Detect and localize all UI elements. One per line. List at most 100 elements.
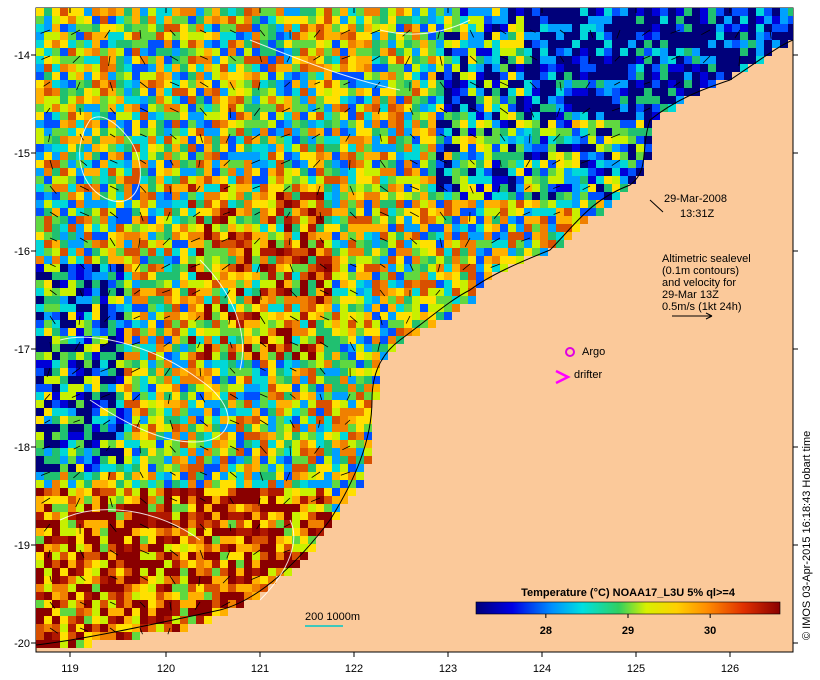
sst-cell <box>188 248 196 256</box>
sst-cell <box>156 528 164 536</box>
sst-cell <box>500 176 508 184</box>
sst-cell <box>276 400 284 408</box>
sst-cell <box>252 120 260 128</box>
sst-cell <box>132 216 140 224</box>
sst-cell <box>452 304 460 312</box>
sst-cell <box>388 256 396 264</box>
sst-cell <box>220 112 228 120</box>
sst-cell <box>244 424 252 432</box>
sst-cell <box>236 416 244 424</box>
sst-cell <box>244 176 252 184</box>
sst-cell <box>556 200 564 208</box>
sst-cell <box>364 400 372 408</box>
sst-cell <box>244 152 252 160</box>
sst-cell <box>252 144 260 152</box>
sst-cell <box>396 192 404 200</box>
sst-cell <box>68 536 76 544</box>
sst-cell <box>564 152 572 160</box>
velocity-arrow <box>349 237 357 242</box>
sst-cell <box>300 208 308 216</box>
sst-cell <box>340 320 348 328</box>
sst-cell <box>380 208 388 216</box>
sst-cell <box>620 32 628 40</box>
sst-cell <box>260 320 268 328</box>
sst-cell <box>244 392 252 400</box>
sst-cell <box>68 184 76 192</box>
sst-cell <box>156 376 164 384</box>
sst-cell <box>444 176 452 184</box>
sst-cell <box>156 328 164 336</box>
sst-cell <box>228 488 236 496</box>
sst-cell <box>204 496 212 504</box>
sst-cell <box>260 552 268 560</box>
sst-cell <box>604 72 612 80</box>
sst-cell <box>788 24 793 32</box>
sst-cell <box>36 48 44 56</box>
sst-cell <box>164 376 172 384</box>
sst-cell <box>388 288 396 296</box>
sst-cell <box>364 256 372 264</box>
sst-cell <box>132 112 140 120</box>
sst-cell <box>140 616 148 624</box>
sst-cell <box>212 120 220 128</box>
sst-cell <box>484 24 492 32</box>
sst-cell <box>372 264 380 272</box>
velocity-arrow <box>229 393 239 399</box>
sst-cell <box>68 336 76 344</box>
sst-cell <box>148 240 156 248</box>
sst-cell <box>140 496 148 504</box>
sst-cell <box>244 88 252 96</box>
sst-cell <box>284 96 292 104</box>
sst-cell <box>124 368 132 376</box>
sst-cell <box>572 104 580 112</box>
sst-cell <box>628 32 636 40</box>
sst-cell <box>108 224 116 232</box>
sst-cell <box>748 56 756 64</box>
sst-cell <box>44 56 52 64</box>
sst-cell <box>404 152 412 160</box>
sst-cell <box>236 216 244 224</box>
lat-tick-label: -20 <box>14 638 30 650</box>
sst-cell <box>308 192 316 200</box>
sst-cell <box>628 16 636 24</box>
sst-cell <box>220 584 228 592</box>
velocity-arrow <box>379 185 389 193</box>
sst-cell <box>212 224 220 232</box>
sst-cell <box>364 48 372 56</box>
sst-cell <box>68 104 76 112</box>
sst-cell <box>92 528 100 536</box>
sst-cell <box>316 152 324 160</box>
sst-cell <box>468 152 476 160</box>
sst-cell <box>684 40 692 48</box>
sst-cell <box>180 544 188 552</box>
sst-cell <box>412 104 420 112</box>
velocity-arrow <box>319 315 330 321</box>
sst-cell <box>348 264 356 272</box>
sst-cell <box>284 280 292 288</box>
sst-cell <box>316 192 324 200</box>
sst-cell <box>44 368 52 376</box>
sst-cell <box>44 552 52 560</box>
velocity-arrow <box>229 367 236 374</box>
sst-cell <box>188 24 196 32</box>
sst-cell <box>100 192 108 200</box>
velocity-arrow <box>314 81 321 85</box>
sst-cell <box>596 208 604 216</box>
sst-cell <box>116 520 124 528</box>
sst-cell <box>212 520 220 528</box>
sst-cell <box>204 8 212 16</box>
sst-cell <box>92 136 100 144</box>
sst-cell <box>460 120 468 128</box>
sst-cell <box>508 248 516 256</box>
sst-cell <box>124 424 132 432</box>
sst-cell <box>84 504 92 512</box>
sst-cell <box>580 48 588 56</box>
velocity-arrow <box>256 523 261 530</box>
sst-cell <box>108 248 116 256</box>
sst-cell <box>68 136 76 144</box>
velocity-arrow <box>253 549 261 556</box>
sst-cell <box>100 120 108 128</box>
sst-cell <box>60 160 68 168</box>
sst-cell <box>292 416 300 424</box>
velocity-arrow <box>109 523 117 533</box>
